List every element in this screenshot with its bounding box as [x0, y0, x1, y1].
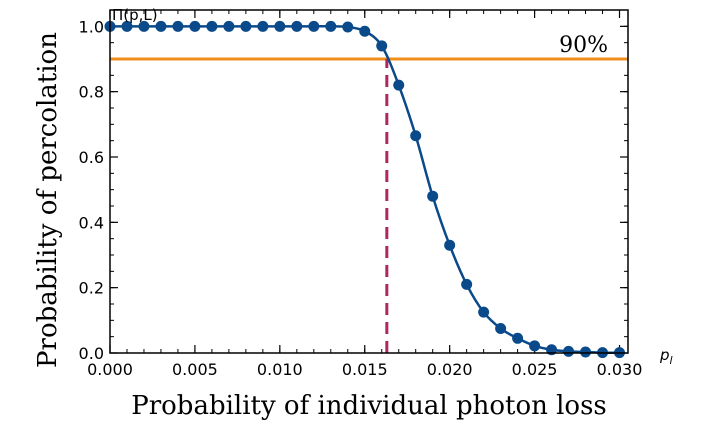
data-point — [274, 20, 286, 32]
x-tick-label: 0.025 — [512, 360, 558, 379]
y-tick-label: 0.0 — [79, 344, 104, 363]
x-tick-label: 0.020 — [427, 360, 473, 379]
data-point — [461, 278, 473, 290]
y-tick-label: 1.0 — [79, 17, 104, 36]
data-point — [138, 20, 150, 32]
x-tick-label: 0.015 — [342, 360, 388, 379]
data-point — [410, 130, 422, 142]
data-point — [189, 20, 201, 32]
y-axis-symbol: Π(p,L) — [112, 6, 158, 24]
data-point — [240, 20, 252, 32]
labels-layer: 0.000 0.005 0.010 0.015 0.020 0.025 0.030 0.0 0.… — [79, 17, 643, 379]
plot-frame — [109, 9, 629, 354]
x-axis-symbol-sub: l — [670, 354, 673, 367]
data-point — [291, 20, 303, 32]
data-point — [172, 20, 184, 32]
data-point — [495, 323, 507, 334]
data-point — [121, 20, 133, 32]
x-axis-symbol: pl — [659, 346, 673, 367]
data-point — [529, 340, 541, 352]
x-tick-label: 0.005 — [172, 360, 218, 379]
series-layer — [104, 20, 626, 359]
data-point — [393, 79, 405, 91]
reference-layer — [110, 57, 628, 353]
x-axis-title: Probability of individual photon loss — [131, 391, 607, 421]
reference-line-label: 90% — [559, 33, 608, 58]
data-point — [580, 346, 592, 358]
data-point — [223, 20, 235, 32]
data-point — [206, 20, 218, 32]
x-tick-label: 0.000 — [87, 360, 133, 379]
data-point — [325, 20, 337, 32]
data-point — [444, 239, 456, 251]
x-axis-symbol-main: p — [659, 346, 670, 364]
y-tick-label: 0.6 — [79, 148, 104, 167]
data-point — [257, 20, 269, 32]
data-point — [359, 25, 371, 37]
y-tick-label: 0.2 — [79, 279, 104, 298]
data-point — [427, 190, 439, 202]
data-point — [342, 21, 354, 33]
x-tick-label: 0.030 — [597, 360, 643, 379]
data-point — [478, 306, 490, 318]
x-tick-label: 0.010 — [257, 360, 303, 379]
data-point — [308, 20, 320, 32]
y-tick-label: 0.4 — [79, 213, 104, 232]
data-point — [155, 20, 167, 32]
data-point — [376, 40, 388, 52]
data-point — [512, 332, 524, 344]
y-tick-label: 0.8 — [79, 83, 104, 102]
data-point — [563, 345, 575, 357]
y-axis-title: Probability of percolation — [33, 32, 63, 368]
